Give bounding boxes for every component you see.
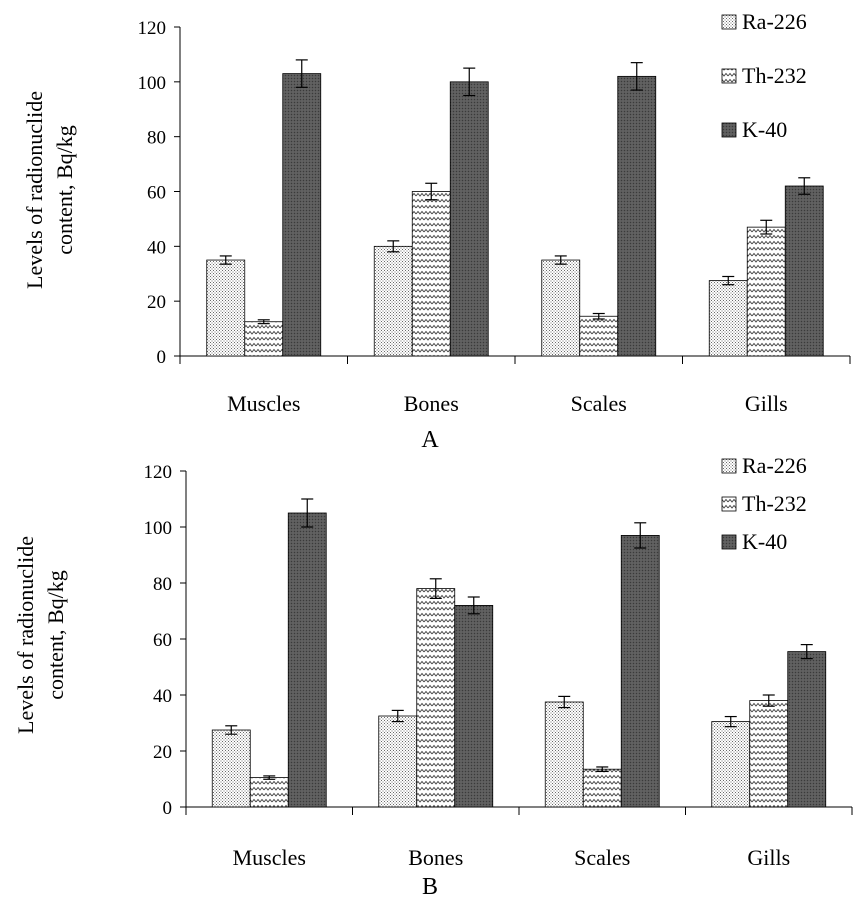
chart-panel-a: Levels of radionuclide content, Bq/kg 0 2… bbox=[22, 9, 851, 453]
bar-k-40-bones bbox=[449, 81, 489, 357]
legend-label: Ra-226 bbox=[742, 453, 807, 478]
bar-th-232-gills bbox=[749, 700, 789, 808]
legend-swatch bbox=[721, 534, 737, 550]
bar-ra-226-bones bbox=[378, 715, 418, 808]
y-tick-label: 40 bbox=[147, 237, 166, 258]
legend-label: Ra-226 bbox=[742, 9, 807, 34]
bar-ra-226-gills bbox=[711, 721, 751, 808]
y-tick-label: 80 bbox=[153, 574, 172, 595]
bar-th-232-scales bbox=[579, 315, 619, 357]
x-tick-label: Scales bbox=[571, 391, 627, 416]
bar-k-40-scales bbox=[620, 535, 660, 808]
bar-th-232-muscles bbox=[249, 777, 289, 808]
legend-label: K-40 bbox=[742, 529, 787, 554]
panel-label: A bbox=[421, 427, 439, 453]
plot-area: 0 20 40 60 80 100 120 Muscles Bones Scales Gills bbox=[138, 18, 851, 416]
y-tick-label: 120 bbox=[138, 18, 167, 39]
legend-swatch bbox=[721, 14, 737, 30]
bar-ra-226-scales bbox=[544, 701, 584, 808]
bar-k-40-muscles bbox=[282, 73, 322, 357]
y-tick-label: 20 bbox=[147, 292, 166, 313]
y-tick-label: 120 bbox=[144, 462, 173, 483]
bar-th-232-bones bbox=[416, 588, 456, 808]
x-tick-label: Bones bbox=[404, 391, 459, 416]
x-tick-label: Scales bbox=[574, 845, 630, 870]
y-axis-title: Levels of radionuclide content, Bq/kg bbox=[22, 91, 77, 289]
bar-ra-226-muscles bbox=[211, 729, 251, 808]
x-tick-label: Muscles bbox=[233, 845, 306, 870]
y-axis-title: Levels of radionuclide content, Bq/kg bbox=[13, 536, 68, 734]
legend-swatch bbox=[721, 68, 737, 84]
y-axis-title-line-2: content, Bq/kg bbox=[52, 125, 77, 255]
plot-area: 0 20 40 60 80 100 120 Muscles Bones Scales Gills bbox=[144, 462, 853, 870]
legend: Ra-226 Th-232 K-40 bbox=[721, 453, 807, 554]
legend-swatch bbox=[721, 458, 737, 474]
bar-k-40-gills bbox=[787, 651, 827, 808]
bar-th-232-bones bbox=[411, 191, 451, 357]
bar-k-40-bones bbox=[454, 605, 494, 808]
y-tick-label: 60 bbox=[153, 630, 172, 651]
legend-label: Th-232 bbox=[742, 63, 807, 88]
bar-ra-226-gills bbox=[708, 280, 748, 357]
y-tick-label: 100 bbox=[138, 73, 167, 94]
bar-k-40-scales bbox=[617, 75, 657, 357]
y-tick-label: 0 bbox=[163, 798, 173, 819]
y-tick-label: 100 bbox=[144, 518, 173, 539]
bar-ra-226-scales bbox=[541, 259, 581, 357]
legend-swatch bbox=[721, 496, 737, 512]
y-tick-label: 40 bbox=[153, 686, 172, 707]
bar-th-232-scales bbox=[582, 768, 622, 808]
bar-th-232-muscles bbox=[244, 321, 284, 357]
chart-panel-b: Levels of radionuclide content, Bq/kg 0 2… bbox=[13, 453, 853, 897]
x-tick-label: Muscles bbox=[227, 391, 300, 416]
bar-k-40-muscles bbox=[287, 512, 327, 808]
bar-ra-226-muscles bbox=[206, 259, 246, 357]
bar-k-40-gills bbox=[784, 185, 824, 357]
legend-label: Th-232 bbox=[742, 491, 807, 516]
bar-ra-226-bones bbox=[373, 245, 413, 357]
legend-swatch bbox=[721, 122, 737, 138]
legend-label: K-40 bbox=[742, 117, 787, 142]
x-tick-label: Bones bbox=[408, 845, 463, 870]
x-tick-label: Gills bbox=[745, 391, 788, 416]
y-tick-label: 20 bbox=[153, 742, 172, 763]
y-tick-label: 80 bbox=[147, 128, 166, 149]
legend: Ra-226 Th-232 K-40 bbox=[721, 9, 807, 142]
panel-label: B bbox=[422, 874, 438, 897]
x-tick-label: Gills bbox=[747, 845, 790, 870]
y-axis-title-line-2: content, Bq/kg bbox=[43, 570, 68, 700]
y-tick-label: 0 bbox=[157, 347, 167, 368]
bar-th-232-gills bbox=[746, 226, 786, 357]
y-tick-label: 60 bbox=[147, 183, 166, 204]
y-axis-title-line-1: Levels of radionuclide bbox=[13, 536, 38, 734]
y-axis-title-line-1: Levels of radionuclide bbox=[22, 91, 47, 289]
